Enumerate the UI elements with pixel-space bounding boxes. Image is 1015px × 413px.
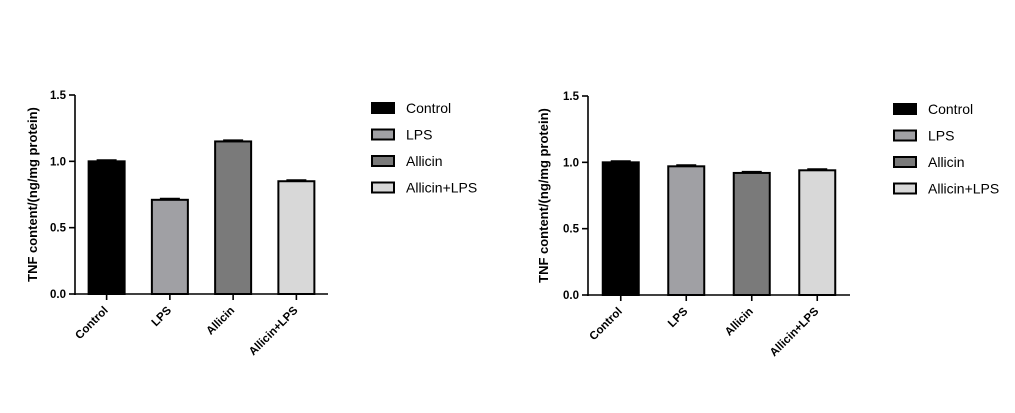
legend-swatch (893, 129, 917, 142)
y-tick-label: 0.5 (50, 223, 67, 235)
legend-label: Control (406, 100, 451, 116)
chart-panel-left: 0.0 0.5 1.0 1.5 TNF content/(ng/mg protein) C… (25, 90, 477, 358)
bar-allicin (732, 171, 771, 297)
y-axis-label: TNF content/(ng/mg protein) (536, 108, 551, 283)
legend-swatch (371, 155, 395, 167)
legend-swatch (371, 181, 395, 194)
legend-label: LPS (928, 128, 954, 144)
x-tick-label: Allicin+LPS (247, 304, 301, 358)
bar-allicin-lps (277, 180, 316, 296)
legend-swatch (893, 156, 917, 168)
x-tick-label: Control (587, 306, 624, 343)
legend-label: Allicin+LPS (406, 180, 477, 196)
bar-allicin-lps (798, 169, 837, 296)
legend-label: Allicin (406, 153, 443, 169)
legend-label: Control (928, 101, 973, 117)
x-tick-label: Allicin (723, 306, 756, 339)
legend-label: Allicin+LPS (928, 181, 999, 197)
bar-allicin (214, 140, 253, 295)
bar-lps (150, 198, 189, 296)
legend-swatch (893, 103, 917, 115)
y-tick-label: 0.0 (563, 290, 579, 302)
y-tick-label: 1.5 (563, 91, 580, 103)
y-tick-label: 0.5 (563, 224, 580, 236)
x-tick-label: Allicin (204, 305, 237, 338)
bar-control (601, 161, 640, 296)
bar-lps (667, 165, 706, 296)
chart-panel-right: 0.0 0.5 1.0 1.5 TNF content/(ng/mg protein) C… (536, 91, 999, 359)
y-tick-label: 1.5 (50, 90, 67, 102)
y-tick-label: 1.0 (50, 156, 66, 168)
y-tick-label: 0.0 (50, 289, 66, 301)
y-tick-label: 1.0 (563, 157, 579, 169)
y-axis-label: TNF content/(ng/mg protein) (25, 107, 40, 282)
bar-control (87, 160, 126, 295)
x-tick-label: Control (73, 305, 110, 342)
x-tick-label: LPS (666, 305, 691, 330)
legend-swatch (893, 182, 917, 195)
legend-label: Allicin (928, 154, 965, 170)
legend-swatch (371, 102, 395, 114)
legend-label: LPS (406, 127, 432, 143)
x-tick-label: LPS (150, 304, 175, 329)
legend-swatch (371, 128, 395, 141)
x-tick-label: Allicin+LPS (768, 305, 822, 359)
